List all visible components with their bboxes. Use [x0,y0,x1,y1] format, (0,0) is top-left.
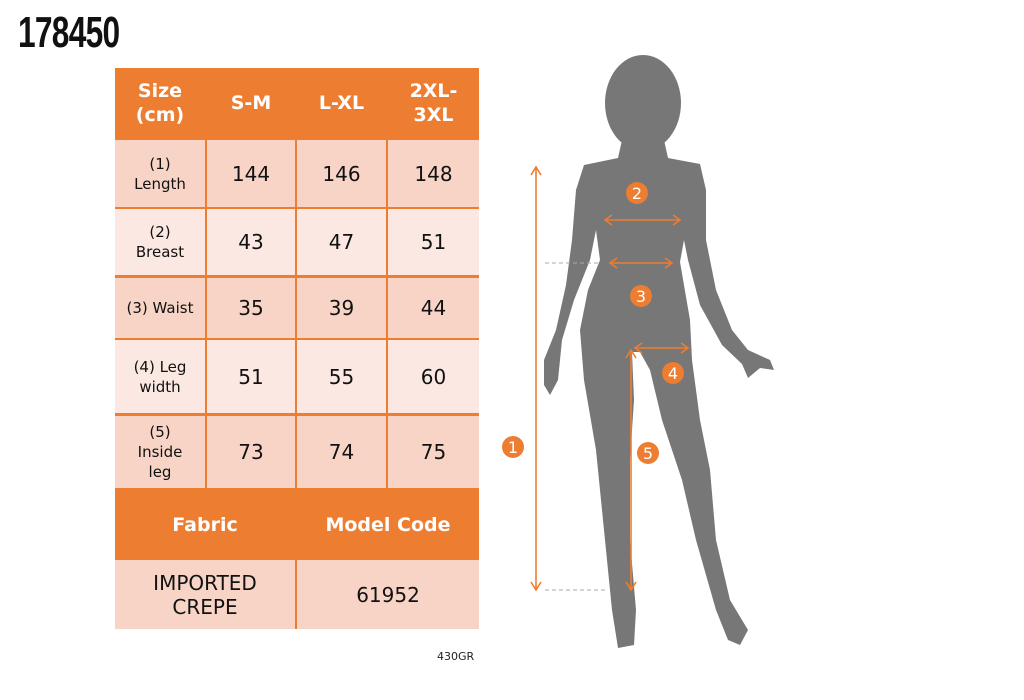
size-value: 75 [388,416,479,488]
marker-circle-3 [630,285,652,307]
size-value: 51 [207,340,295,413]
size-table: Size (cm) S-M L-XL 2XL- 3XL (1) Length 144 146… [115,68,479,629]
size-value: 148 [388,140,479,207]
size-value: 39 [297,278,386,338]
size-value: 51 [388,209,479,275]
marker-circle-1 [502,436,524,458]
marker-label: 2 [632,184,642,203]
size-value: 73 [207,416,295,488]
row-label: (4) Leg width [115,340,205,413]
marker-circle-5 [637,442,659,464]
size-value: 60 [388,340,479,413]
marker-label: 3 [636,287,646,306]
footer-code: 430GR [437,650,475,663]
size-value: 43 [207,209,295,275]
size-value: 144 [207,140,295,207]
size-value: 35 [207,278,295,338]
size-value: 74 [297,416,386,488]
size-value: 47 [297,209,386,275]
header-cell: L-XL [318,92,365,114]
header-cell: S-M [230,92,272,114]
row-label: (2) Breast [115,209,205,275]
marker-label: 1 [508,438,518,457]
fabric-header: Fabric [172,514,238,536]
size-value: 146 [297,140,386,207]
fabric-value: IMPORTED CREPE [115,560,295,629]
model-code-value: 61952 [297,560,479,629]
marker-circle-2 [626,182,648,204]
model-code-header: Model Code [325,514,451,536]
measure-arrows [530,165,690,592]
header-cell: Size (cm) [135,80,185,126]
row-label: (1) Length [115,140,205,207]
row-label: (5) Inside leg [115,416,205,488]
size-value: 44 [388,278,479,338]
header-cell: 2XL- 3XL [409,80,458,126]
marker-label: 5 [643,444,653,463]
marker-label: 4 [668,364,678,383]
silhouette [544,55,774,648]
marker-circle-4 [662,362,684,384]
product-code: 178450 [18,8,120,57]
row-label: (3) Waist [115,278,205,338]
size-value: 55 [297,340,386,413]
